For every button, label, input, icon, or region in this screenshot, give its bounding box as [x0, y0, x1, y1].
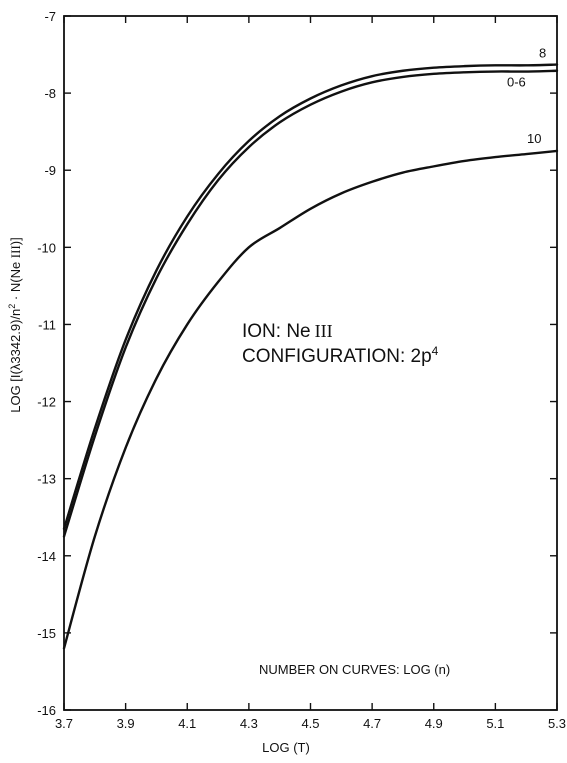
y-tick-label: -16: [37, 703, 56, 718]
y-tick-label: -9: [44, 163, 56, 178]
x-tick-label: 3.9: [117, 716, 135, 731]
y-tick-label: -14: [37, 549, 56, 564]
curve-label-8: 8: [539, 46, 546, 61]
axis-ticks: [63, 15, 558, 711]
tick-labels: 3.7 3.9 4.1 4.3 4.5 4.7 4.9 5.1 5.3 -7 -8 -9 -10 -11 -…: [37, 9, 566, 731]
y-tick-label: -11: [38, 317, 56, 332]
y-tick-label: -8: [44, 86, 56, 101]
x-tick-label: 4.9: [425, 716, 443, 731]
curves-note: NUMBER ON CURVES: LOG (n): [259, 662, 450, 677]
curve-labels: 8 0-6 10: [507, 46, 546, 146]
x-tick-label: 4.5: [301, 716, 319, 731]
y-tick-label: -10: [37, 240, 56, 255]
curve-log-n-10: [62, 149, 559, 650]
configuration-annotation: CONFIGURATION: 2p4: [242, 344, 439, 367]
curves: [62, 63, 559, 650]
y-axis-roman: III: [8, 245, 23, 258]
x-axis-title: LOG (T): [262, 740, 310, 755]
x-tick-label: 5.3: [548, 716, 566, 731]
y-axis-title: LOG [I(λ3342.9)/n2 · N(Ne III)]: [7, 237, 23, 413]
curve-label-10: 10: [527, 131, 541, 146]
y-tick-label: -7: [44, 9, 56, 24]
x-tick-label: 4.7: [363, 716, 381, 731]
x-tick-label: 4.1: [178, 716, 196, 731]
y-tick-label: -12: [37, 395, 56, 410]
x-tick-label: 4.3: [240, 716, 258, 731]
y-tick-label: -13: [37, 472, 56, 487]
x-tick-label: 3.7: [55, 716, 73, 731]
x-tick-label: 5.1: [486, 716, 504, 731]
curve-log-n-0-6: [62, 69, 559, 538]
ion-annotation: ION: Ne III: [242, 321, 333, 342]
curve-log-n-8: [62, 63, 559, 530]
curve-label-0-6: 0-6: [507, 75, 526, 90]
y-tick-label: -15: [37, 626, 56, 641]
